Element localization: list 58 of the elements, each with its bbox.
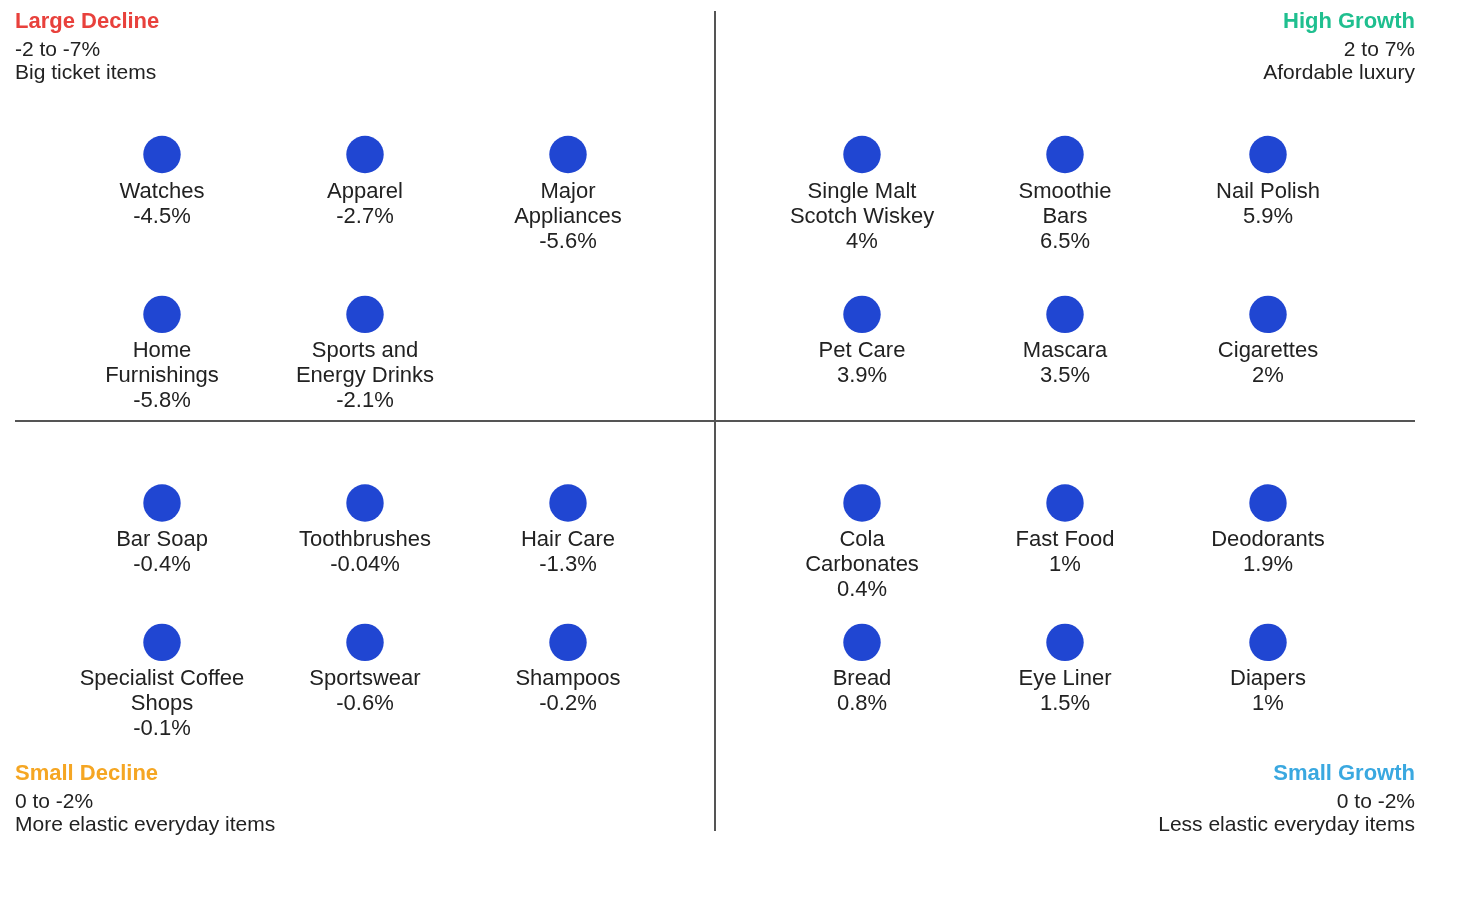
text: Less elastic everyday items [1158, 812, 1415, 836]
category-label: Sports and Energy Drinks [295, 337, 435, 388]
text: More elastic everyday items [15, 812, 276, 836]
text: 0 to -2% [1336, 789, 1415, 813]
data-label: 0.4% [836, 576, 888, 601]
category-label: Nail Polish [1216, 177, 1320, 203]
data-label: 1% [1049, 551, 1081, 576]
data-label: -5.8% [133, 387, 191, 413]
text: Small Growth [1273, 760, 1415, 786]
data-label: -4.5% [133, 202, 191, 228]
data-label: 1.5% [1039, 690, 1091, 716]
data-label: 4% [846, 227, 878, 253]
text: Small Decline [15, 760, 159, 786]
text: Afordable luxury [1263, 60, 1416, 83]
data-label: -0.1% [133, 715, 191, 741]
category-label: Bread [832, 665, 892, 691]
data-label: 6.5% [1039, 227, 1091, 253]
data-label: -0.6% [336, 690, 394, 716]
category-label: Specialist Coffee Shops [79, 665, 245, 716]
text: Big ticket items [15, 60, 157, 83]
category-label: Smoothie Bars [1018, 177, 1112, 228]
category-label: Deodorants [1211, 526, 1325, 551]
category-label: Apparel [327, 177, 403, 203]
category-label: Fast Food [1015, 526, 1115, 551]
category-label: Hair Care [520, 526, 616, 551]
data-label: -2.7% [336, 202, 394, 228]
text: High Growth [1283, 8, 1415, 33]
data-label: 1.9% [1242, 551, 1294, 576]
category-label: Major Appliances [514, 177, 622, 228]
category-label: Single Malt Scotch Wiskey [789, 177, 935, 228]
data-label: -2.1% [336, 387, 394, 413]
data-label: 0.8% [836, 690, 888, 716]
data-label: 3.9% [836, 362, 888, 388]
category-label: Toothbrushes [298, 526, 432, 551]
category-label: Shampoos [515, 665, 621, 691]
category-label: Pet Care [818, 337, 906, 363]
category-label: Watches [119, 177, 205, 203]
category-label: Diapers [1230, 665, 1306, 691]
data-label: -0.2% [539, 690, 597, 716]
text: 2 to 7% [1343, 37, 1415, 60]
category-label: Eye Liner [1018, 665, 1112, 691]
category-label: Home Furnishings [105, 337, 219, 388]
data-label: -0.4% [133, 551, 191, 576]
text: Large Decline [15, 8, 160, 33]
data-label: 2% [1252, 362, 1284, 388]
data-label: -1.3% [539, 551, 597, 576]
category-label: Sportswear [309, 665, 421, 691]
text: -2 to -7% [15, 37, 101, 60]
category-label: Cola Carbonates [805, 526, 919, 576]
data-label: 3.5% [1039, 362, 1091, 388]
data-label: -5.6% [539, 227, 597, 253]
data-label: -0.04% [330, 551, 400, 576]
text: 0 to -2% [15, 789, 94, 813]
category-label: Mascara [1022, 337, 1108, 363]
data-label: 1% [1252, 690, 1284, 716]
category-label: Bar Soap [116, 526, 208, 551]
category-label: Cigarettes [1217, 337, 1319, 363]
data-label: 5.9% [1242, 202, 1294, 228]
